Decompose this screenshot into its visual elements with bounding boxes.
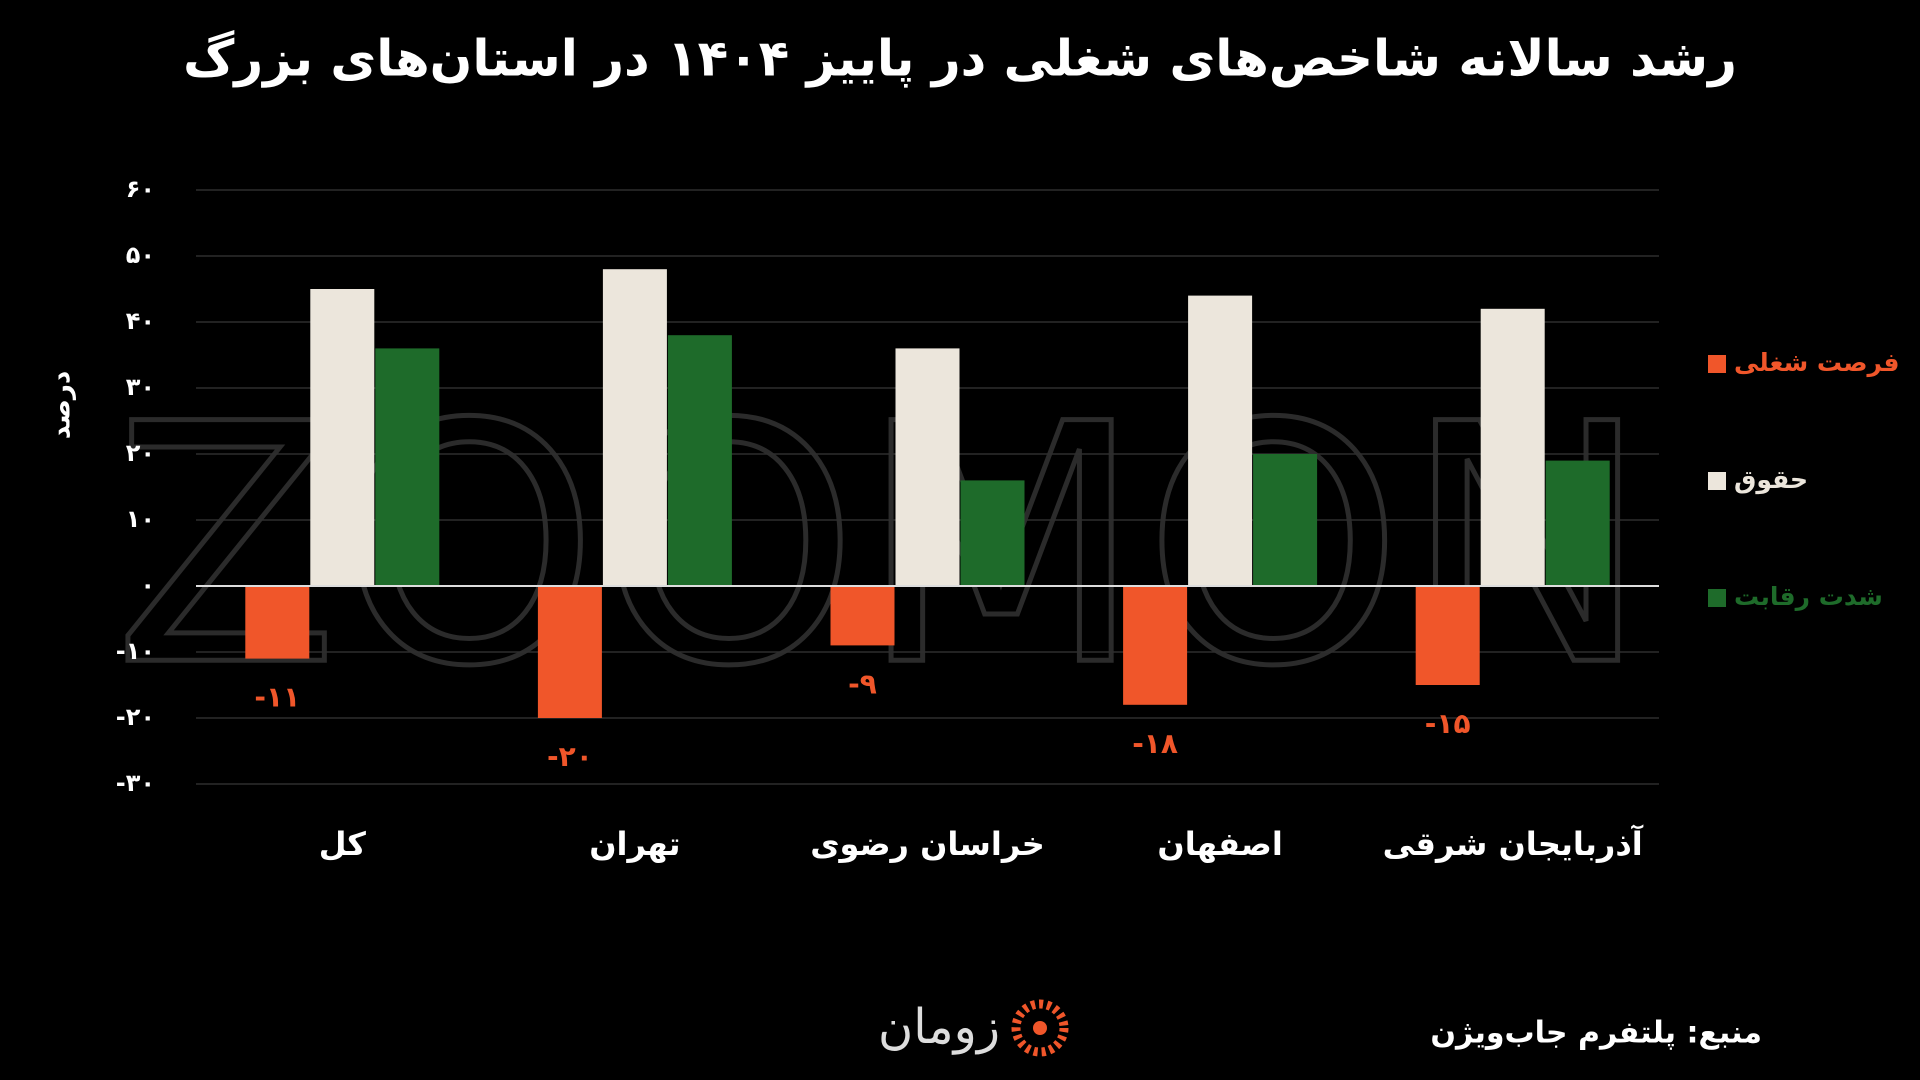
y-tick-label: ۰ <box>140 571 155 599</box>
bar <box>310 289 375 586</box>
legend-swatch <box>1708 589 1726 607</box>
x-tick-label: کل <box>319 825 367 863</box>
bar <box>830 586 895 646</box>
brand: زومان <box>878 999 1000 1055</box>
bar <box>667 335 732 586</box>
y-tick-label: ۵۰ <box>126 241 155 269</box>
y-tick-label: ۲۰ <box>126 439 155 467</box>
y-tick-label: ۴۰ <box>126 307 155 335</box>
chart-title: رشد سالانه شاخص‌های شغلی در پاییز ۱۴۰۴ د… <box>183 30 1737 89</box>
y-tick-label: ۶۰ <box>126 175 155 203</box>
data-label: -۱۱ <box>254 681 300 714</box>
y-tick-label: -۱۰ <box>116 637 155 665</box>
data-label: -۹ <box>848 667 877 700</box>
legend-swatch <box>1708 472 1726 490</box>
bar <box>1545 460 1610 586</box>
bar <box>1415 586 1480 685</box>
bar <box>1480 308 1545 586</box>
bar <box>602 269 667 586</box>
logo-icon <box>1011 999 1069 1057</box>
bar <box>895 348 960 586</box>
data-label: -۲۰ <box>547 740 593 773</box>
data-label: -۱۸ <box>1132 727 1178 760</box>
y-tick-label: ۱۰ <box>126 505 155 533</box>
legend-swatch <box>1708 355 1726 373</box>
y-tick-label: -۲۰ <box>116 703 155 731</box>
x-tick-label: آذربایجان شرقی <box>1383 824 1644 863</box>
x-tick-label: خراسان رضوی <box>810 825 1045 863</box>
y-axis-label: درصد <box>47 371 77 439</box>
legend-label: شدت رقابت <box>1734 582 1883 611</box>
data-label: -۱۵ <box>1425 707 1471 740</box>
legend-label: فرصت شغلی <box>1734 348 1899 378</box>
bar <box>245 586 310 659</box>
bar <box>1253 454 1318 586</box>
bar <box>960 480 1025 586</box>
x-tick-label: اصفهان <box>1157 825 1282 863</box>
source: منبع: پلتفرم جاب‌ویژن <box>1430 1016 1762 1051</box>
bar <box>1188 295 1253 586</box>
y-tick-label: ۳۰ <box>126 373 155 401</box>
legend-label: حقوق <box>1734 465 1808 495</box>
bar <box>1123 586 1188 705</box>
y-tick-label: -۳۰ <box>116 769 155 797</box>
bar <box>375 348 440 586</box>
x-tick-label: تهران <box>589 825 680 863</box>
bar <box>537 586 602 718</box>
